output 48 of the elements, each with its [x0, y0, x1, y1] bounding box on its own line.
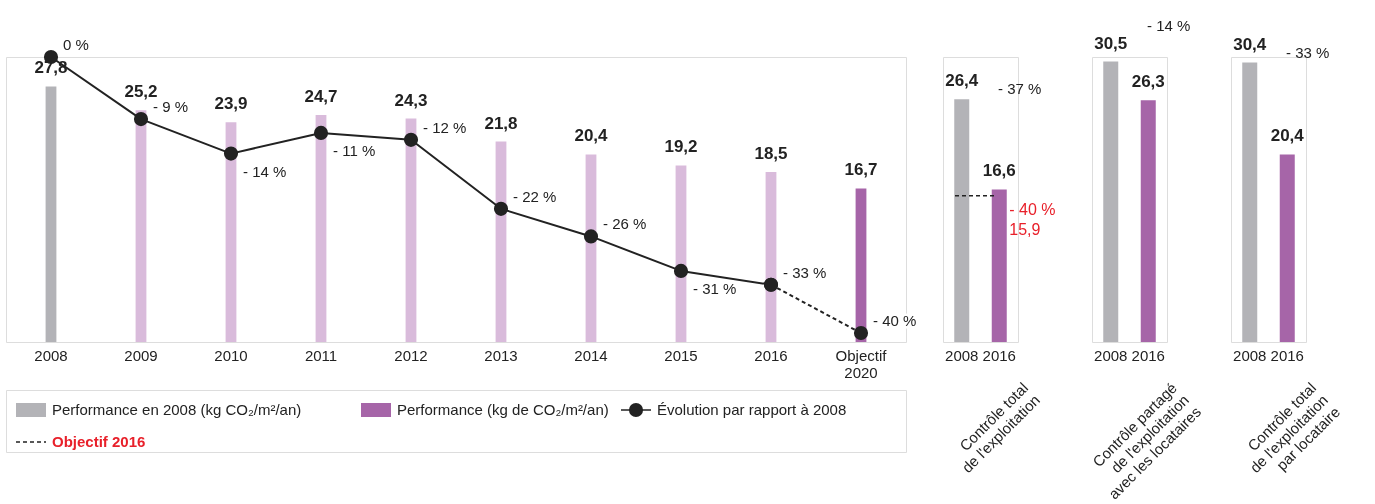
x-tick-label: 2008: [34, 346, 68, 364]
data-label: 23,9: [214, 94, 248, 114]
data-label: - 14 %: [243, 162, 287, 180]
x-tick-label: 2009: [124, 346, 158, 364]
annotation: - 40 %: [1009, 200, 1056, 218]
x-tick-label: 2012: [394, 346, 428, 364]
data-label: 16,6: [982, 161, 1016, 181]
x-tick-label: 2016: [1270, 346, 1304, 364]
x-tick-label: 2011: [304, 346, 338, 364]
annotation: - 37 %: [998, 80, 1042, 98]
data-label: - 12 %: [423, 118, 467, 136]
legend-label: Objectif 2016: [52, 433, 146, 450]
x-tick-label: 2013: [484, 346, 518, 364]
data-label: 26,3: [1131, 72, 1165, 92]
legend-label: Performance en 2008 (kg CO₂/m²/an): [52, 401, 302, 418]
data-label: 30,5: [1094, 33, 1128, 53]
x-tick-label: 2008: [945, 346, 979, 364]
data-label: - 40 %: [873, 312, 917, 330]
x-tick-label: 2016: [1131, 346, 1165, 364]
data-label: - 22 %: [513, 187, 557, 205]
data-label: - 31 %: [693, 279, 737, 297]
data-label: 24,3: [394, 90, 428, 110]
text: - 14 %: [1147, 16, 1191, 34]
x-tick-label: 2010: [214, 346, 248, 364]
data-label: - 26 %: [603, 215, 647, 233]
data-label: 19,2: [664, 137, 698, 157]
data-label: 26,4: [945, 71, 979, 91]
x-tick-label: 2008: [1233, 346, 1267, 364]
x-tick-label: 2014: [574, 346, 608, 364]
data-label: 30,4: [1233, 34, 1267, 54]
annotation: - 33 %: [1286, 44, 1330, 62]
x-tick-label: 2016: [982, 346, 1016, 364]
data-label: - 33 %: [783, 263, 827, 281]
data-label: 20,4: [574, 126, 609, 146]
data-label: 18,5: [754, 143, 788, 163]
annotation: 15,9: [1009, 220, 1041, 238]
x-tick-label: Objectif 2020: [835, 346, 888, 381]
data-label: 24,7: [304, 86, 338, 106]
data-label: 0 %: [63, 36, 89, 53]
data-label: 16,7: [844, 160, 878, 180]
x-tick-label: 2008: [1094, 346, 1128, 364]
x-tick-label: 2015: [664, 346, 698, 364]
data-label: 20,4: [1270, 126, 1305, 146]
legend-label: Évolution par rapport à 2008: [657, 401, 847, 418]
data-label: - 11 %: [333, 141, 376, 159]
data-label: 21,8: [484, 113, 518, 133]
legend-label: Performance (kg de CO₂/m²/an): [397, 401, 609, 418]
x-tick-label: 2016: [754, 346, 788, 364]
